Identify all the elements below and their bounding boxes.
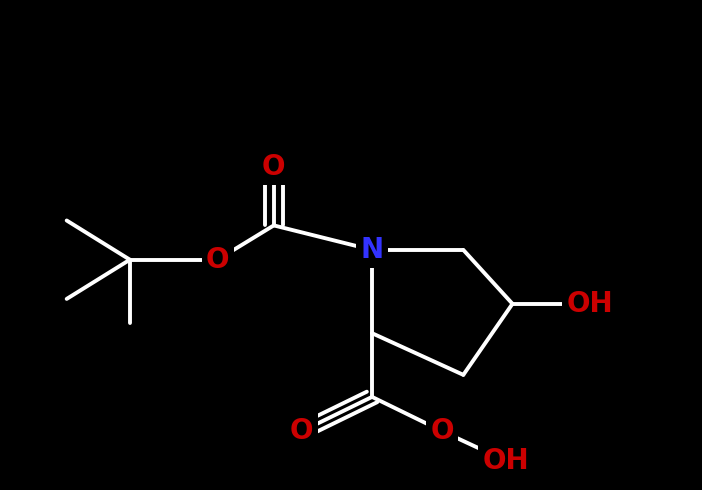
Text: O: O	[262, 152, 286, 181]
Text: OH: OH	[567, 290, 613, 318]
Text: O: O	[430, 417, 454, 445]
Text: O: O	[290, 417, 314, 445]
Text: O: O	[206, 245, 230, 274]
Text: OH: OH	[482, 446, 529, 475]
Text: N: N	[361, 236, 383, 264]
